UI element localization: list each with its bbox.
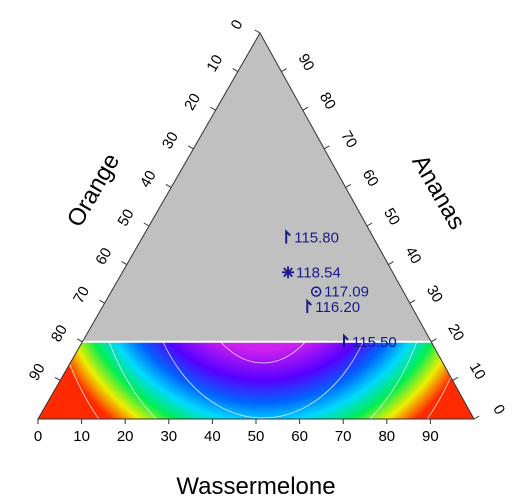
flag-marker bbox=[285, 229, 291, 244]
tick-label: 80 bbox=[378, 428, 395, 445]
tick-label: 30 bbox=[159, 129, 182, 152]
tick-label: 50 bbox=[115, 206, 138, 229]
tick-label: 90 bbox=[295, 51, 318, 74]
tick-label: 50 bbox=[248, 428, 265, 445]
tick-mark bbox=[345, 183, 352, 188]
tick-mark bbox=[76, 338, 83, 343]
tick-mark bbox=[143, 222, 150, 227]
tick-label: 70 bbox=[337, 128, 360, 151]
tick-mark bbox=[388, 261, 394, 266]
tick-label: 30 bbox=[160, 428, 177, 445]
point-label: 117.09 bbox=[324, 284, 369, 301]
tick-label: 80 bbox=[316, 89, 339, 112]
tick-label: 40 bbox=[204, 428, 221, 445]
tick-mark bbox=[121, 261, 128, 266]
tick-mark bbox=[165, 183, 172, 188]
circle-marker bbox=[310, 286, 322, 297]
data-point: 115.50 bbox=[343, 333, 397, 351]
tick-label: 40 bbox=[402, 244, 425, 267]
tick-label: 0 bbox=[489, 402, 508, 418]
tick-label: 60 bbox=[92, 245, 115, 268]
tick-mark bbox=[452, 376, 459, 381]
tick-label: 80 bbox=[48, 322, 71, 345]
point-label: 118.54 bbox=[296, 264, 341, 281]
tick-mark bbox=[54, 376, 61, 381]
point-label: 116.20 bbox=[315, 299, 360, 316]
flag-marker bbox=[306, 298, 313, 314]
tick-label: 90 bbox=[422, 428, 439, 445]
tick-mark bbox=[210, 106, 216, 111]
tick-label: 0 bbox=[34, 428, 42, 445]
tick-mark bbox=[187, 145, 194, 150]
tick-label: 20 bbox=[117, 428, 134, 445]
data-point: 117.09 bbox=[310, 284, 369, 301]
tick-label: 20 bbox=[181, 90, 204, 113]
tick-label: 50 bbox=[380, 205, 403, 228]
tick-label: 70 bbox=[70, 283, 93, 306]
tick-label: 0 bbox=[228, 17, 247, 33]
right-axis-title: Ananas bbox=[406, 150, 470, 234]
data-points: 115.80 115.50 117.09 118.54 116.20 bbox=[282, 229, 397, 351]
tick-mark bbox=[99, 299, 105, 304]
bottom-axis-title: Wassermelone bbox=[176, 473, 335, 500]
tick-mark bbox=[430, 338, 437, 343]
tick-label: 10 bbox=[73, 428, 90, 445]
tick-label: 30 bbox=[423, 282, 446, 305]
tick-mark bbox=[281, 68, 287, 73]
tick-mark bbox=[232, 68, 239, 73]
point-label: 115.50 bbox=[352, 334, 397, 351]
tick-mark bbox=[409, 299, 416, 304]
flag-marker bbox=[343, 333, 349, 348]
point-label: 115.80 bbox=[294, 230, 339, 247]
excluded-region bbox=[82, 33, 432, 342]
tick-mark bbox=[366, 222, 373, 227]
tick-mark bbox=[302, 106, 309, 111]
data-point: 115.80 bbox=[285, 229, 339, 247]
tick-label: 70 bbox=[335, 428, 352, 445]
circle-dot-center bbox=[314, 290, 318, 293]
tick-label: 60 bbox=[359, 167, 382, 190]
tick-mark bbox=[473, 415, 480, 420]
tick-label: 40 bbox=[137, 168, 160, 191]
tick-label: 10 bbox=[203, 52, 226, 75]
data-point: 116.20 bbox=[306, 298, 360, 316]
tick-label: 20 bbox=[444, 321, 467, 344]
data-point: 118.54 bbox=[282, 264, 341, 281]
tick-label: 90 bbox=[26, 361, 49, 384]
star-marker bbox=[282, 266, 295, 279]
bottom-axis-ticks: 0 10 20 30 40 50 60 70 80 90 bbox=[34, 419, 439, 445]
tick-label: 10 bbox=[466, 360, 489, 383]
tick-label: 60 bbox=[291, 428, 308, 445]
tick-mark bbox=[323, 145, 330, 150]
tick-mark bbox=[254, 29, 261, 34]
